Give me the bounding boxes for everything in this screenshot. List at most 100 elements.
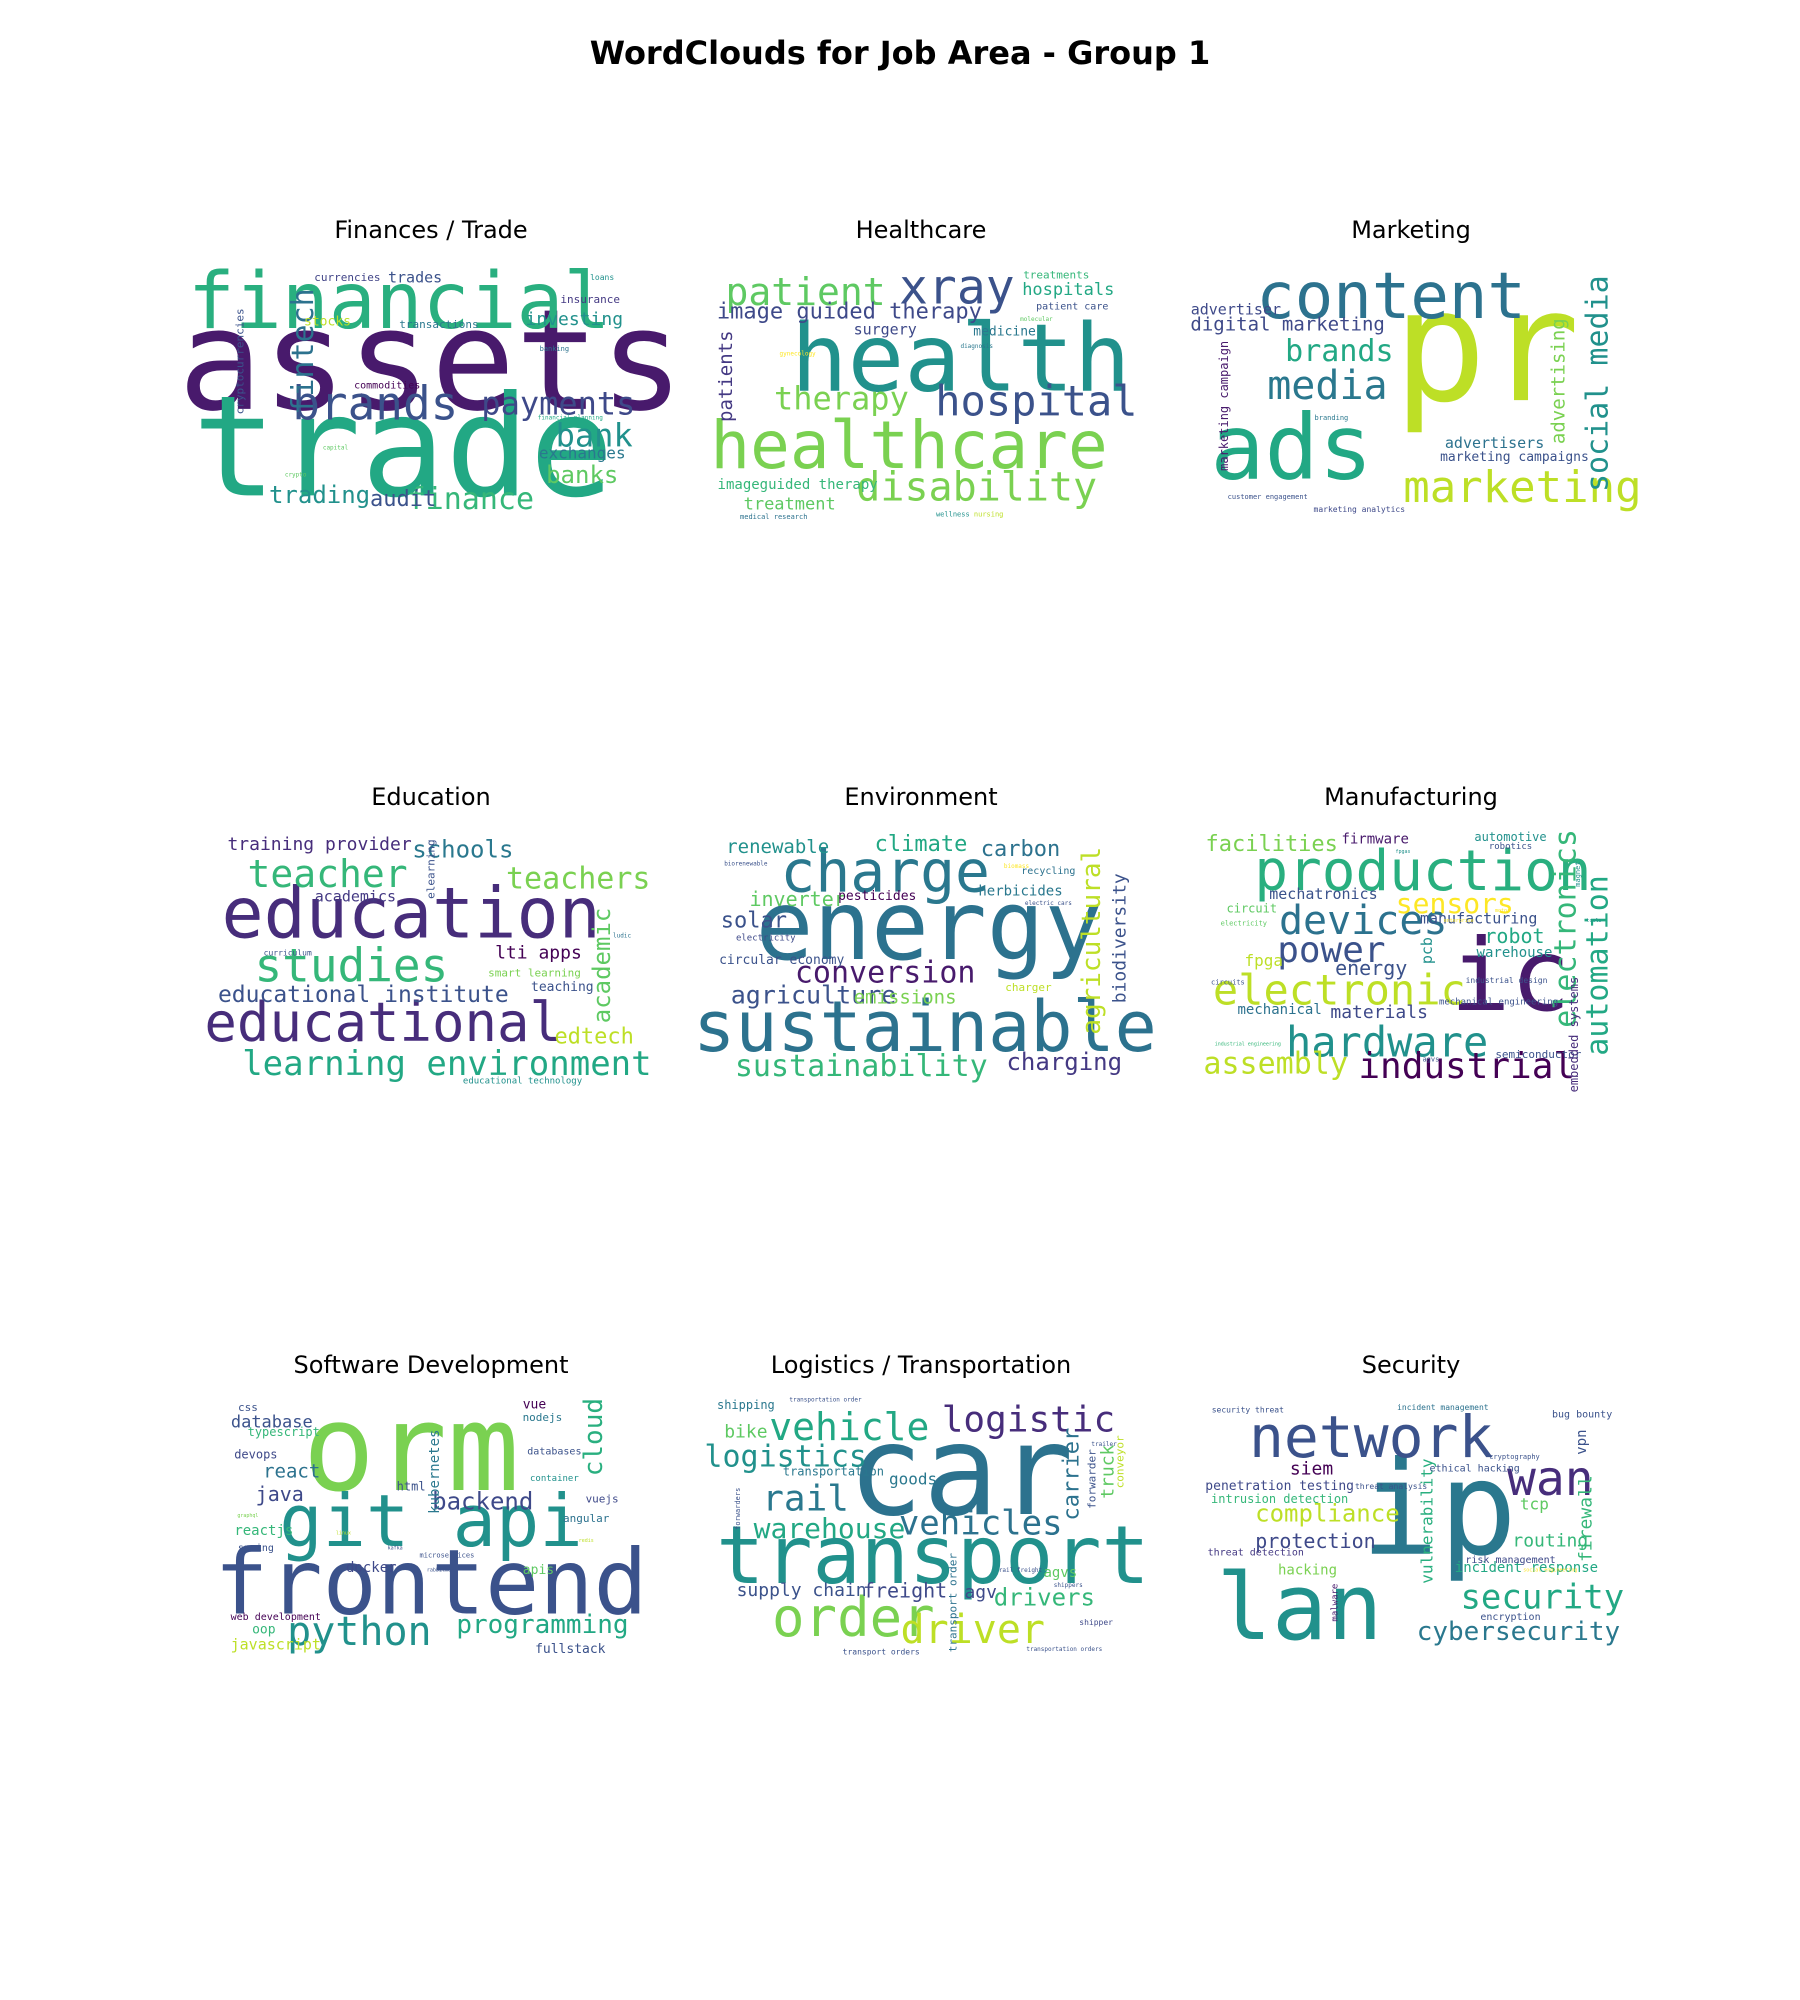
- word-magnet: magnet: [1574, 861, 1582, 886]
- word-compliance: compliance: [1255, 1500, 1400, 1528]
- word-brands: brands: [292, 376, 458, 430]
- word-rail: rail: [762, 1478, 849, 1519]
- word-xray: xray: [899, 259, 1015, 315]
- word-vehicles: vehicles: [899, 1504, 1063, 1544]
- word-trade: trade: [192, 366, 613, 529]
- word-vuejs: vuejs: [586, 1492, 619, 1505]
- word-hacking: hacking: [1278, 1562, 1337, 1578]
- word-motor: motor: [1495, 908, 1510, 914]
- word-javascript: javascript: [231, 1636, 321, 1654]
- panel-title: Environment: [844, 783, 997, 811]
- panel-title: Healthcare: [856, 216, 987, 244]
- word-currencies: currencies: [314, 271, 380, 284]
- word-investing: investing: [526, 309, 624, 330]
- word-therapy: therapy: [774, 379, 909, 417]
- word-transactions: transactions: [399, 318, 478, 331]
- word-training-provider: training provider: [227, 834, 411, 855]
- word-audit: audit: [370, 487, 436, 512]
- word-git-api: git api: [279, 1479, 582, 1563]
- word-emissions: emissions: [854, 987, 957, 1009]
- word-treatments: treatments: [1023, 268, 1089, 281]
- word-imageguided-therapy: imageguided therapy: [718, 477, 878, 493]
- word-nodejs: nodejs: [523, 1411, 563, 1424]
- word-security: security: [1460, 1578, 1624, 1618]
- word-electricity: electricity: [736, 933, 796, 943]
- word-truck: truck: [1098, 1444, 1119, 1498]
- word-orm: orm: [303, 1380, 520, 1519]
- word-energy: energy: [756, 870, 1103, 982]
- word-sustainable: sustainable: [693, 986, 1157, 1068]
- word-warehouse: warehouse: [1477, 945, 1553, 961]
- word-electric-cars: electric cars: [1025, 900, 1072, 907]
- word-vulnerability: vulnerability: [1417, 1458, 1436, 1584]
- word-pr: pr: [1393, 256, 1580, 437]
- word-freight: freight: [863, 1578, 947, 1602]
- word-patient-care: patient care: [1036, 302, 1108, 313]
- word-manufacturing: manufacturing: [1420, 910, 1537, 928]
- word-advertising: advertising: [1547, 318, 1569, 444]
- word-insurance: insurance: [560, 293, 620, 306]
- word-mechanical: mechanical: [1238, 1002, 1322, 1018]
- word-elearning: elearning: [425, 839, 438, 899]
- word-embedded-systems: embedded systems: [1567, 977, 1581, 1093]
- word-electronics: electronics: [1549, 829, 1584, 1028]
- panel-title: Marketing: [1351, 216, 1471, 244]
- word-branding: branding: [1315, 414, 1349, 422]
- word-firewall: firewall: [1576, 1475, 1597, 1562]
- word-trades: trades: [388, 268, 442, 286]
- word-cloud: cloud: [579, 1398, 609, 1476]
- word-teaching: teaching: [531, 980, 594, 995]
- word-payments: payments: [481, 384, 635, 422]
- word-teachers: teachers: [506, 861, 651, 896]
- word-edtech: edtech: [554, 1025, 633, 1050]
- word-reactjs: reactjs: [234, 1523, 293, 1539]
- word-herbicides: herbicides: [978, 883, 1062, 899]
- wordcloud-logistics-transportation: Logistics / Transportation cartransportor…: [704, 1351, 1149, 1657]
- word-treatment: treatment: [744, 495, 836, 515]
- word-educational-institute: educational institute: [218, 982, 509, 1008]
- word-circuits: circuits: [1211, 979, 1245, 987]
- word-shipping: shipping: [717, 1398, 775, 1412]
- word-container: container: [530, 1474, 579, 1484]
- word-transport-orders: transport orders: [843, 1648, 920, 1657]
- word-redis: redis: [579, 1538, 594, 1544]
- word-assembly: assembly: [1203, 1047, 1348, 1082]
- word-hardware: hardware: [1286, 1018, 1488, 1067]
- word-robot: robot: [1484, 924, 1544, 948]
- word-biodiversity: biodiversity: [1110, 873, 1131, 1003]
- word-health: health: [791, 304, 1131, 413]
- word-vehicle: vehicle: [769, 1405, 929, 1449]
- word-loans: loans: [590, 273, 614, 282]
- word-devops: devops: [234, 1447, 277, 1461]
- word-mechanical-engineering: mechanical engineering: [1439, 997, 1558, 1007]
- word-malware: malware: [1330, 1584, 1340, 1622]
- word-docker: docker: [346, 1560, 397, 1576]
- word-threat-analysis: threat analysis: [1355, 1482, 1427, 1491]
- word-digital-marketing: digital marketing: [1190, 313, 1384, 335]
- word-fpga: fpga: [1244, 951, 1283, 970]
- word-angular: angular: [563, 1512, 610, 1525]
- word-circuit: circuit: [1227, 902, 1278, 916]
- word-charging: charging: [1006, 1048, 1122, 1076]
- word-inverter: inverter: [749, 887, 845, 911]
- word-industrial-engineering: industrial engineering: [1215, 1041, 1281, 1047]
- word-ip: ip: [1361, 1433, 1518, 1585]
- word-assets: assets: [178, 280, 684, 443]
- word-charger: charger: [1005, 981, 1052, 994]
- word-educational-technology: educational technology: [463, 1077, 583, 1087]
- word-transportation-order: transportation order: [789, 1397, 862, 1404]
- word-stocks: stocks: [304, 314, 351, 329]
- word-firmware: firmware: [1341, 831, 1408, 847]
- word-ads: ads: [1210, 395, 1373, 500]
- word-vpn: vpn: [1574, 1429, 1590, 1454]
- word-nursing: nursing: [974, 511, 1004, 519]
- word-conversion: conversion: [795, 955, 976, 990]
- word-cryptocurrencies: cryptocurrencies: [233, 308, 246, 414]
- word-educational: educational: [204, 991, 562, 1054]
- word-web-development: web development: [231, 1612, 321, 1623]
